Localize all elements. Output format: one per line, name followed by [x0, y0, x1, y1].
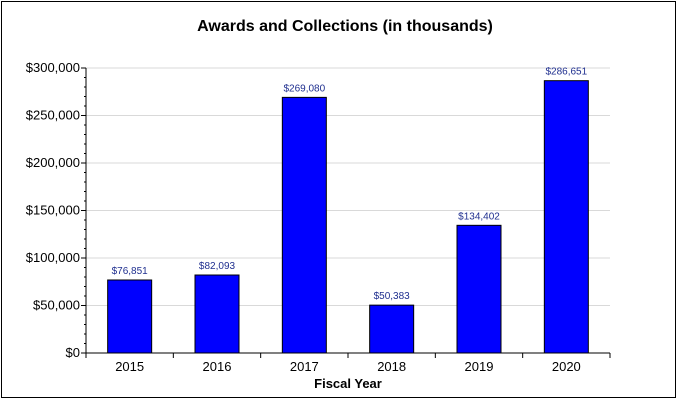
x-tick-label-2016: 2016	[203, 359, 232, 374]
bar-2015	[107, 279, 153, 354]
x-tick-label-2019: 2019	[465, 359, 494, 374]
x-tick-label-2018: 2018	[377, 359, 406, 374]
y-tick-label: $150,000	[26, 203, 80, 218]
data-label-2015: $76,851	[112, 266, 149, 277]
x-tick-label-2017: 2017	[290, 359, 319, 374]
data-label-2019: $134,402	[458, 211, 500, 222]
data-label-2020: $286,651	[545, 67, 587, 78]
axes	[81, 67, 611, 358]
bar-2016	[194, 274, 240, 354]
y-tick-label: $300,000	[26, 60, 80, 75]
chart-title: Awards and Collections (in thousands)	[197, 18, 493, 35]
y-tick-labels: $0 $50,000 $100,000 $150,000 $200,000 $250,00…	[26, 60, 80, 360]
x-axis-label: Fiscal Year	[314, 376, 382, 391]
bar-2020	[543, 80, 589, 354]
data-labels: $76,851 $82,093 $269,080 $50,383 $134,402 $28…	[112, 67, 588, 302]
data-label-2016: $82,093	[199, 261, 236, 272]
y-tick-label: $200,000	[26, 155, 80, 170]
gridlines	[86, 67, 610, 306]
y-tick-label: $100,000	[26, 250, 80, 265]
bar-2018	[369, 304, 415, 354]
data-label-2017: $269,080	[283, 83, 325, 94]
bars	[107, 80, 589, 354]
y-tick-label: $50,000	[33, 298, 80, 313]
bar-2017	[281, 96, 327, 354]
y-tick-label: $0	[66, 345, 80, 360]
x-tick-label-2020: 2020	[552, 359, 581, 374]
x-tick-labels: 2015 2016 2017 2018 2019 2020	[115, 359, 581, 374]
x-tick-label-2015: 2015	[115, 359, 144, 374]
y-tick-label: $250,000	[26, 108, 80, 123]
bar-2019	[456, 224, 502, 354]
data-label-2018: $50,383	[374, 291, 411, 302]
